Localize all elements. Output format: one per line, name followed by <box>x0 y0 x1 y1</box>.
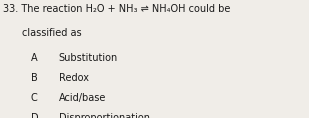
Text: D: D <box>31 113 39 118</box>
Text: Acid/base: Acid/base <box>59 93 106 103</box>
Text: classified as: classified as <box>22 28 81 38</box>
Text: C: C <box>31 93 38 103</box>
Text: Disproportionation: Disproportionation <box>59 113 150 118</box>
Text: Substitution: Substitution <box>59 53 118 63</box>
Text: B: B <box>31 73 38 83</box>
Text: Redox: Redox <box>59 73 89 83</box>
Text: A: A <box>31 53 37 63</box>
Text: 33. The reaction H₂O + NH₃ ⇌ NH₄OH could be: 33. The reaction H₂O + NH₃ ⇌ NH₄OH could… <box>3 4 231 14</box>
